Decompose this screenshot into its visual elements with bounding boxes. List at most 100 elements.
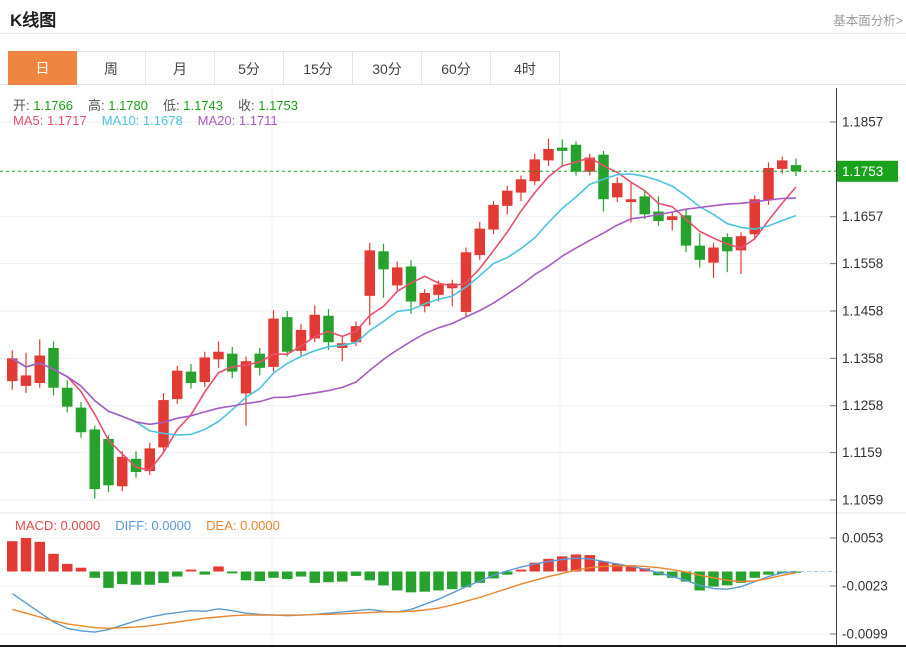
- legend-item: DEA: 0.0000: [206, 518, 280, 533]
- candle-down: [282, 317, 293, 352]
- macd-bar-down: [433, 571, 444, 591]
- macd-bar-down: [130, 571, 142, 585]
- candle-down: [570, 144, 582, 172]
- macd-bar-down: [254, 571, 265, 581]
- tab-周[interactable]: 周: [77, 51, 146, 85]
- candle-up: [474, 228, 485, 256]
- macd-bar-up: [62, 563, 73, 572]
- macd-bar-up: [48, 553, 59, 572]
- price-tick-label: 1.1258: [842, 398, 883, 413]
- macd-bar-down: [117, 571, 128, 585]
- tab-日[interactable]: 日: [8, 51, 77, 85]
- macd-bar-up: [7, 541, 18, 572]
- macd-bar-up: [185, 569, 197, 572]
- macd-bar-down: [240, 571, 252, 581]
- candle-up: [268, 318, 279, 367]
- macd-bar-up: [543, 558, 554, 572]
- macd-bar-down: [405, 571, 417, 593]
- macd-bar-up: [20, 538, 32, 572]
- tab-4时[interactable]: 4时: [491, 51, 560, 85]
- current-price-badge: [837, 160, 898, 182]
- macd-bar-down: [350, 571, 362, 576]
- diff-line: [11, 557, 797, 633]
- candle-up: [543, 149, 554, 161]
- price-tick-label: 1.1558: [842, 256, 883, 271]
- ma5-line: [11, 156, 797, 472]
- candle-up: [763, 167, 774, 201]
- candle-up: [364, 250, 375, 296]
- legend-item: MACD: 0.0000: [15, 518, 101, 533]
- macd-bar-down: [295, 571, 307, 577]
- legend-item: 收: 1.1753: [238, 98, 298, 113]
- tab-5分[interactable]: 5分: [215, 51, 284, 85]
- macd-bar-up: [75, 567, 87, 572]
- macd-bar-down: [749, 571, 760, 578]
- candle-down: [103, 438, 114, 486]
- macd-bar-down: [227, 571, 238, 574]
- legend-item: MA20: 1.1711: [197, 113, 278, 128]
- macd-bar-up: [557, 556, 568, 572]
- candle-up: [117, 456, 128, 487]
- macd-bar-down: [763, 571, 774, 575]
- ohlc-legend: 开: 1.1766 高: 1.1780 低: 1.1743 收: 1.1753: [13, 95, 313, 114]
- macd-bar-down: [735, 571, 747, 583]
- candle-down: [62, 387, 73, 407]
- candle-up: [144, 448, 155, 472]
- macd-bar-down: [103, 571, 114, 588]
- candle-down: [75, 407, 87, 433]
- macd-bar-up: [34, 541, 45, 572]
- candle-up: [488, 204, 499, 230]
- macd-bar-down: [309, 571, 320, 583]
- candle-up: [667, 216, 678, 221]
- candle-up: [625, 199, 637, 203]
- candle-down: [323, 315, 334, 343]
- macd-tick-label: -0.0099: [842, 627, 888, 642]
- macd-bar-down: [268, 571, 279, 578]
- macd-bar-down: [364, 571, 375, 581]
- price-tick-label: 1.1059: [842, 493, 883, 508]
- candle-down: [639, 196, 650, 215]
- candle-down: [130, 458, 142, 473]
- tab-30分[interactable]: 30分: [353, 51, 422, 85]
- macd-tick-label: 0.0053: [842, 531, 883, 546]
- macd-bar-down: [172, 571, 183, 577]
- price-tick-label: 1.1857: [842, 115, 883, 130]
- legend-item: 开: 1.1766: [13, 98, 73, 113]
- macd-bar-up: [529, 562, 540, 572]
- candle-up: [34, 355, 45, 383]
- candle-up: [309, 314, 320, 339]
- macd-bar-up: [570, 554, 582, 572]
- dea-line: [12, 565, 797, 630]
- legend-item: MA5: 1.1717: [13, 113, 87, 128]
- macd-bar-down: [722, 571, 733, 586]
- legend-item: 低: 1.1743: [163, 98, 223, 113]
- macd-bar-up: [639, 568, 650, 572]
- tab-15分[interactable]: 15分: [284, 51, 353, 85]
- macd-bar-up: [213, 566, 224, 572]
- tab-月[interactable]: 月: [146, 51, 215, 85]
- candle-down: [790, 165, 802, 172]
- candle-up: [502, 190, 513, 206]
- macd-bar-down: [708, 571, 719, 587]
- macd-bar-down: [419, 571, 430, 592]
- candle-up: [20, 375, 32, 386]
- tab-60分[interactable]: 60分: [422, 51, 491, 85]
- macd-bar-down: [337, 571, 348, 582]
- header-divider: [0, 33, 906, 34]
- macd-bar-down: [378, 571, 389, 586]
- macd-bar-down: [694, 571, 705, 591]
- legend-item: DIFF: 0.0000: [115, 518, 192, 533]
- candle-down: [378, 251, 389, 270]
- candle-up: [213, 351, 224, 360]
- candle-up: [529, 159, 540, 182]
- fundamental-analysis-link[interactable]: 基本面分析>: [833, 14, 903, 28]
- macd-bar-up: [625, 565, 637, 572]
- ma-legend: MA5: 1.1717 MA10: 1.1678 MA20: 1.1711: [13, 113, 293, 128]
- macd-tick-label: -0.0023: [842, 579, 888, 594]
- macd-bar-down: [144, 571, 155, 585]
- macd-bar-down: [447, 571, 458, 590]
- candle-up: [295, 329, 307, 351]
- candle-up: [199, 357, 210, 383]
- ma20-line: [11, 197, 797, 426]
